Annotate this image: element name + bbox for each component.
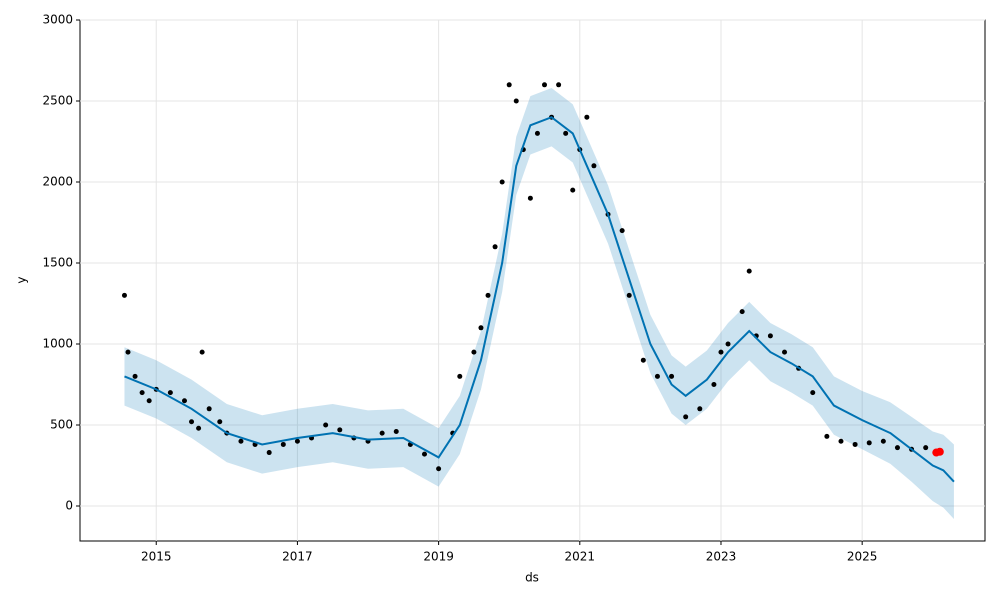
observed-point [767,333,773,339]
x-axis-label: ds [525,571,539,585]
observed-point [584,114,590,120]
observed-point [542,82,548,88]
forecast-line [124,116,955,483]
observed-point [852,441,858,447]
observed-point [556,82,562,88]
observed-point [294,438,300,444]
observed-point [591,163,597,169]
observed-point [280,441,286,447]
observed-point [697,406,703,412]
observed-point [499,179,505,185]
observed-point [323,422,329,428]
x-tick-label: 2023 [706,550,737,564]
observed-point [619,228,625,234]
observed-point [739,309,745,315]
observed-point [654,373,660,379]
y-tick-label: 2000 [42,175,73,189]
observed-point [669,373,675,379]
observed-point [206,406,212,412]
observed-point [181,398,187,404]
x-tick-label: 2025 [847,550,878,564]
observed-point [725,341,731,347]
observed-point [810,390,816,396]
observed-point [718,349,724,355]
observed-point [838,438,844,444]
observed-point [217,419,223,425]
y-tick-label: 1500 [42,256,73,270]
x-tick-label: 2015 [141,550,172,564]
observed-point [880,438,886,444]
observed-point [492,244,498,250]
observed-point [125,349,131,355]
y-axis-label: y [15,276,29,283]
y-tick-label: 500 [50,418,73,432]
y-tick-label: 0 [65,499,73,513]
observed-point [132,373,138,379]
observed-point [478,325,484,331]
observed-point [485,292,491,298]
observed-point [167,390,173,396]
observed-point [393,428,399,434]
y-tick-label: 2500 [42,94,73,108]
observed-point [640,357,646,363]
x-tick-label: 2019 [423,550,454,564]
observed-point [199,349,205,355]
observed-point [824,433,830,439]
observed-point [513,98,519,104]
observed-point [196,425,202,431]
y-tick-label: 3000 [42,13,73,27]
recent-point [935,447,944,456]
observed-point [683,414,689,420]
observed-point [189,419,195,425]
observed-point [866,440,872,446]
uncertainty-band [124,88,954,519]
observed-point [457,373,463,379]
observed-point [894,445,900,451]
observed-point [146,398,152,404]
observed-point [121,292,127,298]
y-tick-label: 1000 [42,337,73,351]
observed-point [421,451,427,457]
observed-point [238,438,244,444]
observed-point [436,466,442,472]
observed-point [711,382,717,388]
observed-point [379,430,385,436]
observed-point [626,292,632,298]
observed-point [506,82,512,88]
x-tick-label: 2017 [282,550,313,564]
observed-point [471,349,477,355]
observed-point [527,195,533,201]
observed-point [534,130,540,136]
observed-point [923,445,929,451]
observed-point [563,130,569,136]
observed-point [746,268,752,274]
observed-point [570,187,576,193]
observed-point [782,349,788,355]
observed-point [337,427,343,433]
observed-point [139,390,145,396]
observed-point [266,450,272,456]
x-tick-label: 2021 [565,550,596,564]
